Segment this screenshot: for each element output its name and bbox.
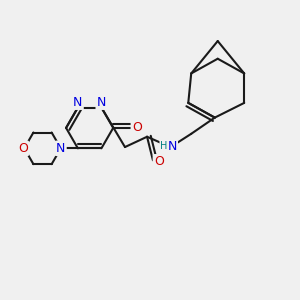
Text: N: N xyxy=(56,142,65,155)
Text: N: N xyxy=(73,96,83,109)
Text: O: O xyxy=(18,142,28,155)
Text: H: H xyxy=(160,141,168,151)
Text: N: N xyxy=(97,96,106,109)
Text: O: O xyxy=(154,155,164,168)
Text: O: O xyxy=(132,122,142,134)
Text: N: N xyxy=(167,140,177,153)
